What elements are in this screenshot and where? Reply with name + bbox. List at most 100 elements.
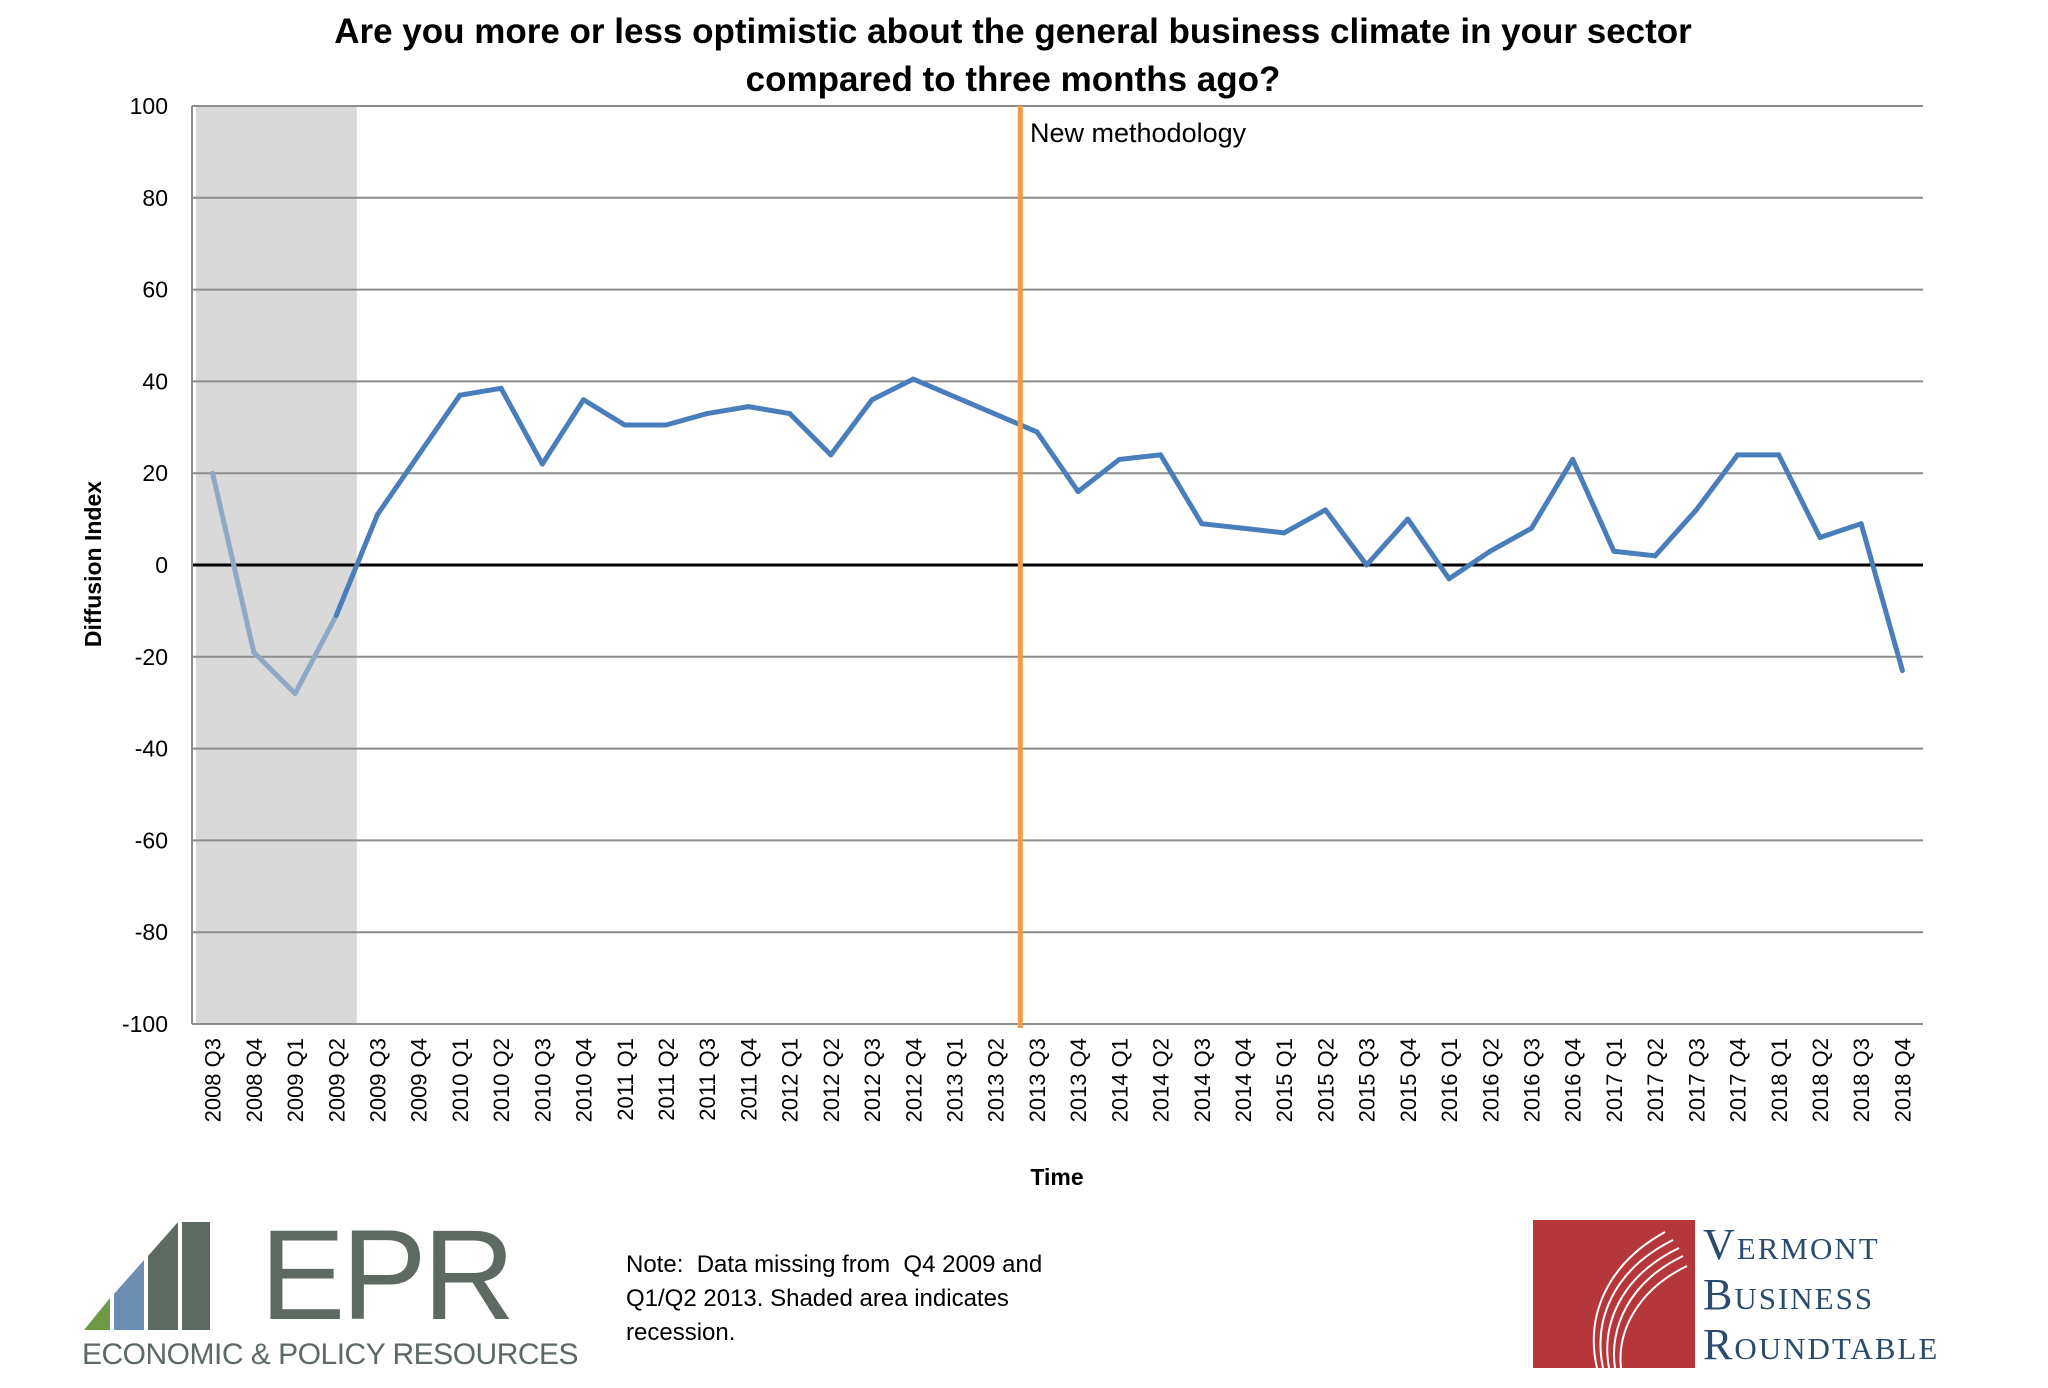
x-tick-label: 2014 Q1 (1107, 1038, 1132, 1122)
series-segment (292, 612, 339, 697)
series-segment (1322, 507, 1370, 568)
x-tick-label: 2017 Q3 (1684, 1038, 1709, 1122)
x-tick-label: 2009 Q2 (324, 1038, 349, 1122)
series-segment (869, 376, 916, 403)
vbr-line-1: Vermont (1703, 1220, 1880, 1269)
x-tick-label: 2017 Q4 (1726, 1038, 1751, 1122)
y-tick-label: 0 (155, 552, 168, 578)
series-segment (1858, 521, 1905, 674)
x-tick-label: 2015 Q1 (1272, 1038, 1297, 1122)
epr-logo-subtitle: ECONOMIC & POLICY RESOURCES (82, 1338, 579, 1371)
y-tick-label: -100 (122, 1011, 168, 1037)
x-tick-label: 2010 Q2 (489, 1038, 514, 1122)
x-tick-label: 2018 Q1 (1767, 1038, 1792, 1122)
series-segment (1652, 507, 1699, 559)
series-segment (416, 392, 463, 458)
y-tick-label: -60 (135, 827, 168, 853)
chart-title-line-1: Are you more or less optimistic about th… (334, 12, 1692, 51)
series-segment (787, 411, 834, 458)
series-segment (745, 404, 793, 417)
series-segment (251, 649, 298, 697)
x-tick-label: 2015 Q2 (1313, 1038, 1338, 1122)
vbr-line-2: Business (1703, 1270, 1875, 1319)
series-segment (1405, 516, 1452, 582)
series-segment (1693, 452, 1741, 513)
x-tick-label: 2008 Q3 (201, 1038, 226, 1122)
x-tick-label: 2011 Q2 (654, 1038, 679, 1121)
x-tick-label: 2014 Q4 (1231, 1038, 1256, 1122)
x-tick-label: 2011 Q1 (613, 1038, 638, 1121)
x-tick-label: 2011 Q4 (736, 1038, 761, 1121)
series-segment (1364, 516, 1411, 568)
chart-title-line-2: compared to three months ago? (746, 60, 1281, 99)
series-segment (704, 404, 751, 417)
x-tick-label: 2015 Q4 (1396, 1038, 1421, 1122)
x-tick-label: 2014 Q3 (1190, 1038, 1215, 1122)
x-tick-label: 2010 Q3 (530, 1038, 555, 1122)
x-tick-labels: 2008 Q3 2008 Q4 2009 Q1 2009 Q2 2009 Q3 2009 … (201, 1038, 1916, 1122)
series-segment (1158, 452, 1205, 527)
series-segment (1446, 548, 1493, 582)
vbr-swirl-icon (1592, 1231, 1688, 1369)
x-axis-title: Time (1030, 1164, 1083, 1190)
series-segment (1570, 456, 1617, 554)
series-segment (1281, 507, 1328, 536)
series-segment (1776, 452, 1823, 540)
x-tick-label: 2008 Q4 (242, 1038, 267, 1122)
y-tick-label: 100 (130, 93, 168, 119)
epr-bars-icon (84, 1222, 210, 1330)
x-tick-label: 2012 Q2 (819, 1038, 844, 1122)
x-tick-label: 2018 Q2 (1808, 1038, 1833, 1122)
vbr-logo: Vermont Business Roundtable (1533, 1220, 2013, 1370)
x-tick-label: 2016 Q4 (1561, 1038, 1586, 1122)
y-tick-label: -40 (135, 736, 168, 762)
series-segment (663, 411, 710, 428)
methodology-label: New methodology (1030, 118, 1247, 148)
x-tick-label: 2013 Q4 (1066, 1038, 1091, 1122)
note-line-1: Note: Data missing from Q4 2009 and (626, 1251, 1043, 1278)
series-segment (1199, 521, 1246, 531)
x-tick-label: 2013 Q1 (942, 1038, 967, 1122)
x-tick-label: 2016 Q1 (1437, 1038, 1462, 1122)
x-tick-label: 2010 Q1 (448, 1038, 473, 1122)
x-tick-label: 2013 Q2 (984, 1038, 1009, 1122)
x-tick-label: 2016 Q2 (1478, 1038, 1503, 1122)
series-segment (333, 512, 380, 618)
epr-logo-word: EPR (260, 1204, 515, 1347)
series-segment (581, 397, 628, 428)
x-tick-label: 2012 Q4 (901, 1038, 926, 1122)
series-segment (828, 397, 875, 458)
x-tick-label: 2009 Q3 (365, 1038, 390, 1122)
x-tick-label: 2011 Q3 (695, 1038, 720, 1121)
x-tick-label: 2010 Q4 (572, 1038, 597, 1122)
x-tick-label: 2017 Q1 (1602, 1038, 1627, 1122)
y-axis-title: Diffusion Index (80, 481, 106, 647)
series-segment (910, 376, 1040, 435)
y-tick-label: 80 (142, 185, 168, 211)
x-tick-label: 2018 Q3 (1849, 1038, 1874, 1122)
series-segment (1817, 521, 1864, 540)
x-tick-label: 2013 Q3 (1025, 1038, 1050, 1122)
series-segment (1075, 456, 1122, 495)
series-segment (498, 385, 545, 467)
note-line-2: Q1/Q2 2013. Shaded area indicates (626, 1285, 1009, 1312)
series-segment (1240, 525, 1287, 536)
x-tick-label: 2016 Q3 (1519, 1038, 1544, 1122)
series-segment (1034, 429, 1081, 495)
series-segment (457, 385, 504, 398)
gridlines (191, 105, 1923, 1025)
series-segment (1611, 548, 1658, 559)
x-tick-label: 2012 Q3 (860, 1038, 885, 1122)
y-tick-label: -80 (135, 919, 168, 945)
y-tick-label: 60 (142, 277, 168, 303)
series-segment (539, 397, 587, 467)
series-segment (374, 452, 422, 518)
series-segment (1528, 456, 1576, 531)
vbr-logo-text: Vermont Business Roundtable (1703, 1220, 1939, 1370)
x-tick-label: 2017 Q2 (1643, 1038, 1668, 1122)
x-tick-label: 2009 Q1 (283, 1038, 308, 1122)
y-tick-labels: 100 80 60 40 20 0 -20 -40 -60 -80 -100 (122, 93, 168, 1037)
note-line-3: recession. (626, 1319, 736, 1346)
vbr-line-3: Roundtable (1703, 1320, 1940, 1369)
